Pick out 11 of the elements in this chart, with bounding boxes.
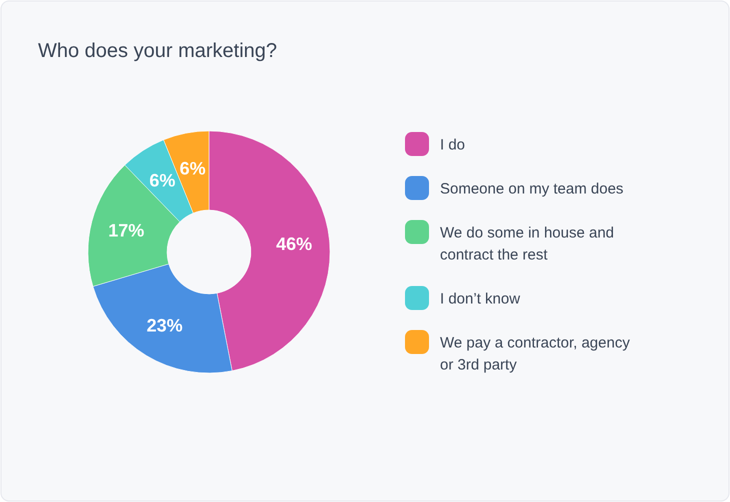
data-label: 23% [146, 315, 183, 336]
chart-title: Who does your marketing? [38, 40, 278, 62]
data-label: 17% [108, 220, 144, 241]
legend-label: We do some in house and contract the rest [440, 224, 614, 264]
legend-label: Someone on my team does [440, 180, 624, 198]
legend-label: I don’t know [440, 290, 520, 308]
legend-label: We pay a contractor, agency or 3rd party [440, 334, 630, 374]
legend-label: I do [440, 136, 466, 154]
data-label: 46% [276, 234, 312, 254]
data-label: 6% [149, 170, 176, 191]
data-label: 6% [180, 158, 206, 178]
